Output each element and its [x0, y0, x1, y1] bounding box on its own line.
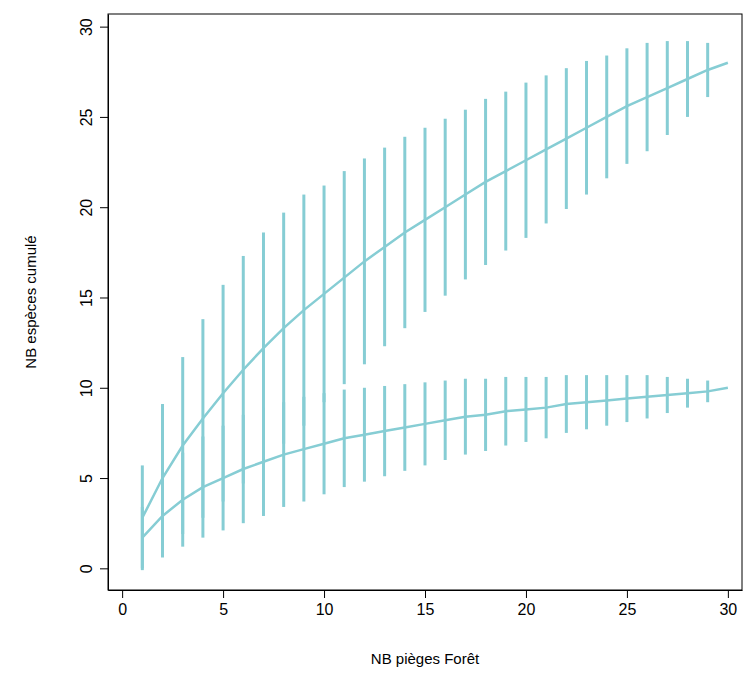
x-tick: 25 [619, 590, 637, 618]
y-tick-label: 15 [78, 289, 95, 307]
series [142, 375, 728, 568]
y-tick-mark [100, 207, 108, 208]
x-tick-mark [728, 590, 729, 598]
y-tick-mark [100, 478, 108, 479]
x-tick-label: 15 [417, 601, 435, 618]
y-tick: 25 [78, 108, 108, 126]
x-tick-mark [526, 590, 527, 598]
y-tick-label: 20 [78, 199, 95, 217]
y-axis-line [108, 15, 109, 591]
y-tick-mark [100, 27, 108, 28]
y-tick-label: 10 [78, 379, 95, 397]
x-tick-mark [324, 590, 325, 598]
y-tick-label: 5 [78, 474, 95, 483]
y-tick: 15 [78, 289, 108, 307]
y-tick-mark [100, 568, 108, 569]
x-tick-mark [122, 590, 123, 598]
x-tick-label: 10 [316, 601, 334, 618]
y-tick-mark [100, 297, 108, 298]
x-tick-label: 20 [518, 601, 536, 618]
chart: 0 5 10 15 20 25 30 0 5 10 15 20 25 30 NB pièges Forêt N… [0, 0, 752, 678]
x-tick: 0 [118, 590, 127, 618]
x-tick-label: 25 [619, 601, 637, 618]
y-tick-label: 30 [78, 18, 95, 36]
x-tick-label: 5 [219, 601, 228, 618]
series [142, 41, 728, 570]
y-tick-label: 25 [78, 108, 95, 126]
y-tick: 30 [78, 18, 108, 36]
line [142, 388, 728, 538]
y-tick-mark [100, 388, 108, 389]
y-tick: 20 [78, 199, 108, 217]
error-bar [141, 465, 144, 570]
y-tick: 0 [78, 564, 108, 573]
x-tick: 30 [719, 590, 737, 618]
x-tick-label: 0 [118, 601, 127, 618]
y-tick-label: 0 [78, 564, 95, 573]
y-tick-mark [100, 117, 108, 118]
x-tick-mark [223, 590, 224, 598]
x-tick: 10 [316, 590, 334, 618]
y-tick: 5 [78, 474, 108, 483]
x-tick: 15 [417, 590, 435, 618]
marks [142, 41, 728, 570]
x-tick: 5 [219, 590, 228, 618]
y-axis: 0 5 10 15 20 25 30 [78, 15, 109, 591]
line [142, 63, 728, 518]
x-axis-title: NB pièges Forêt [371, 650, 480, 667]
x-tick: 20 [518, 590, 536, 618]
y-tick: 10 [78, 379, 108, 397]
x-tick-mark [425, 590, 426, 598]
x-tick-mark [627, 590, 628, 598]
x-tick-label: 30 [719, 601, 737, 618]
plot: 0 5 10 15 20 25 30 0 5 10 15 20 25 30 [78, 14, 743, 618]
y-axis-title: NB espèces cumulé [22, 235, 39, 368]
plot-frame [108, 14, 742, 590]
x-axis: 0 5 10 15 20 25 30 [109, 590, 743, 618]
